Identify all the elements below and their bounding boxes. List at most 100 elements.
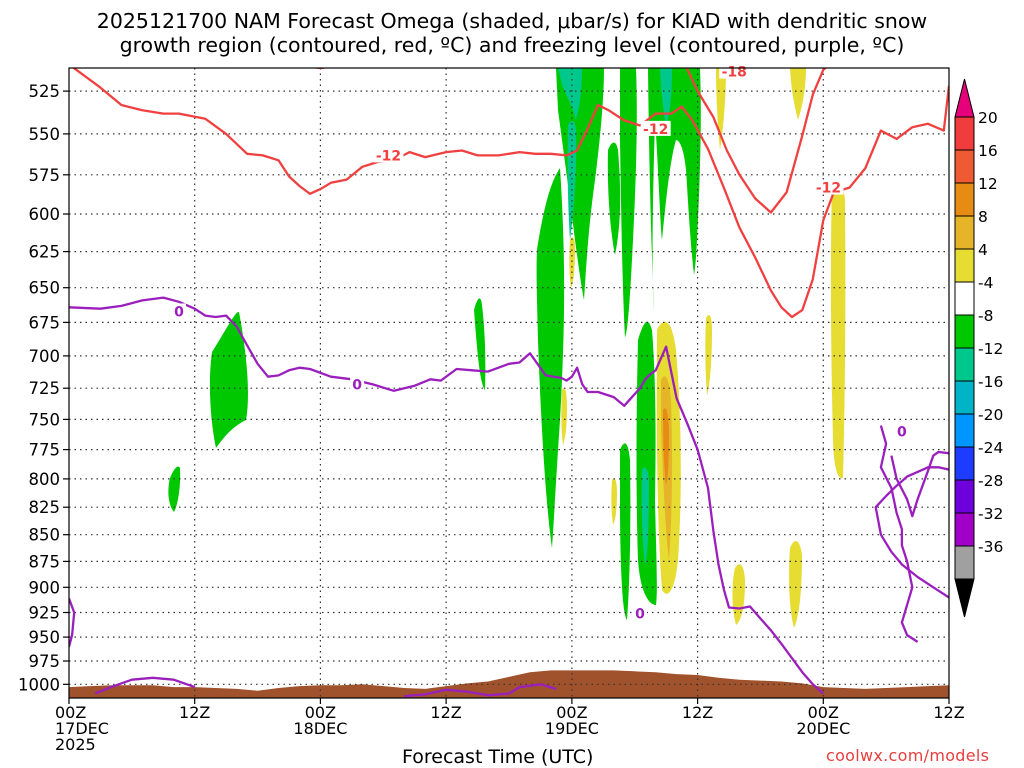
- omega-cell-green: [620, 68, 637, 338]
- omega-cell-green: [536, 168, 565, 548]
- x-tick-label: 19DEC: [545, 719, 599, 738]
- contour-label-bg: [894, 423, 909, 439]
- freezing-level-contour-line: [69, 598, 76, 647]
- contour-label-bg: [350, 376, 365, 392]
- omega-cell-yellow: [611, 478, 617, 525]
- colorbar-label: -8: [978, 307, 993, 325]
- y-tick-label: 575: [29, 166, 61, 185]
- y-tick-label: 775: [29, 441, 61, 460]
- y-tick-label: 975: [29, 652, 61, 671]
- colorbar-label: 8: [978, 208, 988, 226]
- omega-cell-yellow: [790, 68, 806, 120]
- y-tick-label: 675: [29, 313, 61, 332]
- y-tick-label: 825: [29, 498, 61, 517]
- contour-label-purple: 0: [352, 377, 362, 393]
- colorbar-segment: [954, 545, 975, 580]
- colorbar-label: -36: [978, 538, 1003, 556]
- omega-cell-yellow: [569, 237, 575, 288]
- colorbar-label: 20: [978, 109, 998, 127]
- omega-cell-teal: [641, 467, 649, 565]
- omega-cell-green: [607, 142, 621, 255]
- omega-cell-yellow: [789, 540, 802, 628]
- colorbar-label: -12: [978, 340, 1003, 358]
- contour-label-red: -12: [643, 122, 668, 138]
- y-tick-label: 650: [29, 279, 61, 298]
- colorbar-label: 4: [978, 241, 988, 259]
- contours: [69, 68, 949, 698]
- contour-label-red: -12: [376, 148, 401, 164]
- y-tick-label: 700: [29, 347, 61, 366]
- x-tick-label: 12Z: [430, 703, 461, 722]
- colorbar-segment: [954, 380, 975, 415]
- contour-label-purple: 0: [897, 425, 907, 441]
- contour-label-bg: [172, 303, 186, 319]
- y-tick-label: 550: [29, 125, 61, 144]
- title-line-2: growth region (contoured, red, ºC) and f…: [119, 33, 905, 57]
- x-tick-label: 00Z: [55, 703, 86, 722]
- contour-label-red: -18: [722, 65, 747, 81]
- x-tick-label: 00Z: [556, 703, 587, 722]
- colorbar-label: 16: [978, 142, 998, 160]
- colorbar-label: -16: [978, 373, 1003, 391]
- x-tick-label: 18DEC: [293, 719, 347, 738]
- contour-label-red: -12: [816, 181, 841, 197]
- omega-cell-green: [636, 321, 657, 605]
- snow-growth-contour-line: [685, 68, 828, 214]
- contour-label-bg: [719, 63, 750, 79]
- colorbar-under-triangle: [954, 578, 975, 618]
- colorbar-segment: [954, 116, 975, 151]
- colorbar-label: -24: [978, 439, 1003, 457]
- omega-cell-green: [648, 68, 701, 310]
- colorbar-segment: [954, 215, 975, 250]
- x-tick-label: 2025: [55, 735, 96, 754]
- grid: [69, 68, 949, 698]
- y-tick-label: 875: [29, 552, 61, 571]
- x-tick-label: 00Z: [808, 703, 839, 722]
- colorbar-segment: [954, 413, 975, 448]
- freezing-level-contour-line: [879, 425, 919, 643]
- y-tick-label: 750: [29, 410, 61, 429]
- x-tick-label: 20DEC: [796, 719, 850, 738]
- contour-label-bg: [373, 147, 404, 163]
- x-tick-label: 12Z: [933, 703, 964, 722]
- title-line-1: 2025121700 NAM Forecast Omega (shaded, μ…: [96, 9, 928, 33]
- colorbar-segment: [954, 479, 975, 514]
- omega-cell-green: [168, 466, 181, 512]
- colorbar-segment: [954, 347, 975, 382]
- omega-cell-teal: [567, 120, 577, 240]
- omega-cell-yellow: [830, 181, 846, 479]
- omega-cell-green: [474, 298, 486, 390]
- freezing-level-contour-line: [874, 466, 949, 599]
- contour-label-bg: [632, 605, 647, 621]
- colorbar-label: -4: [978, 274, 993, 292]
- y-tick-label: 800: [29, 470, 61, 489]
- colorbar-segment: [954, 446, 975, 481]
- freezing-level-contour-line: [890, 450, 949, 518]
- x-tick-label: 17DEC: [55, 719, 109, 738]
- omega-cell-teal: [558, 68, 582, 120]
- contour-label-purple: 0: [635, 607, 645, 623]
- site-credit[interactable]: coolwx.com/models: [826, 746, 990, 765]
- y-tick-label: 850: [29, 526, 61, 545]
- colorbar-segment: [954, 281, 975, 316]
- colorbar-segment: [954, 512, 975, 547]
- y-tick-label: 950: [29, 628, 61, 647]
- x-tick-label: 12Z: [682, 703, 713, 722]
- freezing-level-contour-line: [69, 296, 825, 695]
- colorbar: 20 16 12 8 4 -4 -8 -12 -16 -20 -24 -28 -32 -36: [954, 78, 1003, 618]
- contour-labels: -12 -12 -18 -12 0 0 0 0: [172, 63, 909, 623]
- colorbar-label: -20: [978, 406, 1003, 424]
- contour-label-bg: [640, 120, 671, 136]
- omega-cell-yellow: [561, 388, 567, 445]
- omega-cell-yellow: [705, 315, 712, 395]
- y-tick-label: 725: [29, 379, 61, 398]
- omega-cell-yellow: [732, 564, 745, 625]
- colorbar-label: -32: [978, 505, 1003, 523]
- omega-shading: [168, 68, 846, 628]
- x-tick-label: 12Z: [179, 703, 210, 722]
- colorbar-segment: [954, 248, 975, 283]
- y-tick-label: 525: [29, 82, 61, 101]
- freezing-level-contour-line: [404, 683, 557, 698]
